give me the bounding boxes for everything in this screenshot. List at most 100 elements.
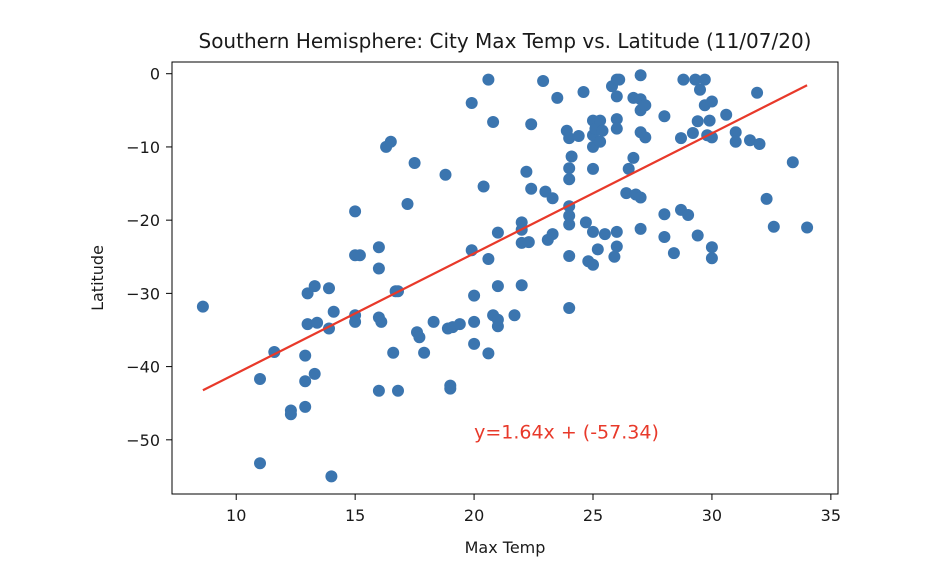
data-point [639,99,652,112]
data-point [308,280,321,293]
data-point [610,90,623,103]
data-point [372,241,385,254]
data-point [703,114,716,127]
y-tick-label: 0 [150,65,160,84]
data-point [563,250,576,262]
data-point [520,165,533,178]
data-point [610,122,623,135]
data-point [491,226,504,239]
y-tick-label: −50 [126,431,160,450]
y-tick-label: −20 [126,211,160,230]
data-point [465,97,478,109]
data-point [308,367,321,380]
data-point [705,241,718,254]
data-point [689,73,702,86]
data-point [299,349,312,362]
x-tick-label: 10 [226,506,246,525]
data-point [491,313,504,326]
data-point [196,300,209,313]
data-point [720,108,733,121]
data-point [620,187,633,200]
x-tick-label: 20 [464,506,484,525]
data-point [537,75,550,87]
data-point [658,231,671,243]
data-point [546,228,559,241]
data-point [622,162,635,175]
data-point [667,247,680,260]
data-point [579,216,592,229]
data-point [254,373,266,385]
regression-layer: y=1.64x + (-57.34) [202,84,808,443]
data-point [482,253,495,265]
data-point [372,262,385,275]
data-point [694,83,706,96]
data-point [698,73,711,86]
data-point [468,289,481,302]
data-point [427,315,440,328]
data-point [613,73,626,86]
data-point [677,73,690,86]
data-point [801,221,814,234]
y-tick-label: −10 [126,138,160,157]
regression-equation-label: y=1.64x + (-57.34) [474,421,659,443]
data-point [729,126,742,139]
x-axis-label: Max Temp [465,538,546,557]
data-point [627,151,640,164]
data-point [418,346,431,359]
data-point [565,150,578,163]
data-point [675,132,687,145]
data-point [349,205,362,218]
data-point [587,258,599,271]
data-point [598,228,611,241]
x-tick-label: 15 [345,506,365,525]
data-point [563,173,576,186]
data-point [610,113,623,126]
data-point [563,302,576,314]
data-point [387,346,400,359]
x-axis: 10 15 20 25 30 35 [226,494,841,525]
y-tick-label: −30 [126,284,160,303]
data-point [482,73,495,86]
data-point [563,218,576,231]
data-point [477,180,490,193]
data-point [482,347,495,360]
data-point [658,110,671,123]
data-point [705,95,718,108]
data-point [413,331,426,344]
data-point [491,280,504,293]
data-point [563,162,576,175]
data-point [634,191,647,204]
data-point [468,337,481,350]
data-point [551,91,564,104]
data-point [254,457,266,470]
data-points [196,69,814,483]
data-point [608,250,621,263]
data-point [301,318,314,331]
data-point [408,157,421,169]
data-point [610,225,623,238]
data-point [525,118,538,131]
data-point [525,182,538,195]
data-point [744,134,756,147]
data-point [753,138,766,150]
data-point [760,192,773,205]
data-point [587,162,599,175]
data-point [751,86,764,99]
data-point [325,470,338,483]
data-point [327,305,340,318]
plot-frame [171,61,839,495]
data-point [515,279,528,292]
data-point [587,225,599,238]
data-point [686,127,699,139]
chart-title: Southern Hemisphere: City Max Temp vs. L… [199,29,812,53]
data-point [591,243,604,256]
data-point [691,115,704,128]
data-point [634,222,647,235]
data-point [372,384,385,397]
data-point [610,240,623,253]
x-tick-label: 30 [702,506,722,525]
y-axis: 0 −10 −20 −30 −40 −50 [126,65,172,450]
data-point [392,384,404,397]
data-point [594,114,607,127]
data-point [439,168,452,181]
